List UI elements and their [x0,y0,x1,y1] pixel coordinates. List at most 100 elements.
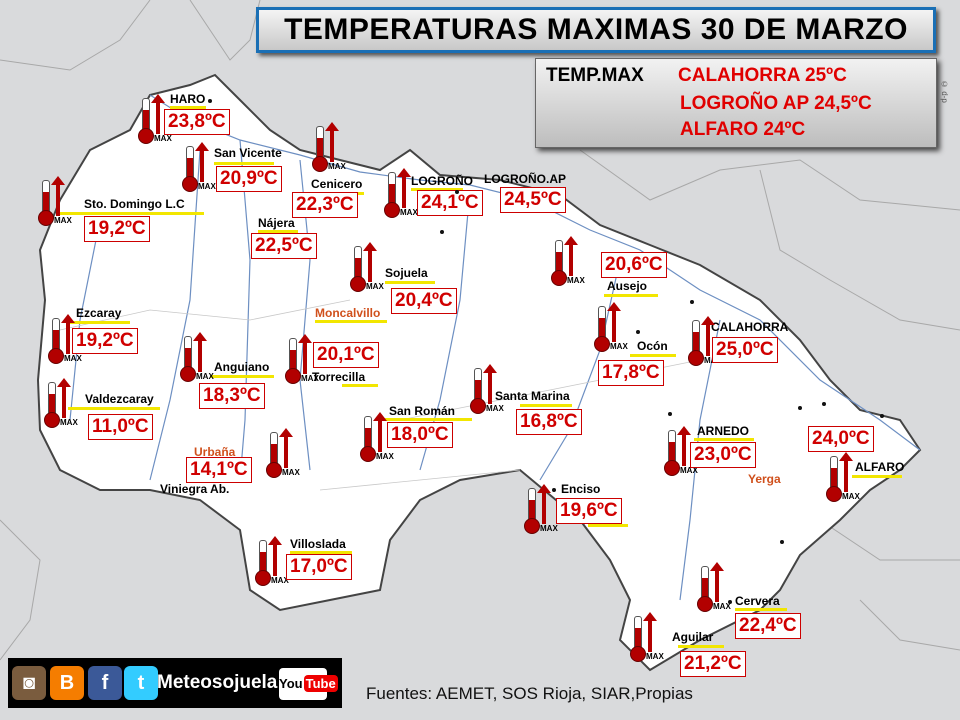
town-dot [690,300,694,304]
facebook-icon[interactable]: f [88,666,122,700]
thermometer-icon: MAX [38,176,78,226]
station-underline [170,106,206,109]
youtube-tube: Tube [303,675,338,692]
thermometer-icon: MAX [48,314,88,364]
station-underline [411,188,463,191]
temperature-value: 20,9ºC [216,166,282,192]
station-underline [290,551,352,554]
station-name: Aguilar [672,630,714,644]
station-underline [588,524,628,527]
station-name: San Vicente [214,146,282,160]
temperature-value: 24,1ºC [417,190,483,216]
station-name: Santa Marina [495,389,570,403]
town-dot [440,230,444,234]
station-name: Villoslada [290,537,346,551]
sources-text: Fuentes: AEMET, SOS Rioja, SIAR,Propias [366,684,693,703]
youtube-icon[interactable]: You Tube [279,668,338,700]
thermometer-icon: MAX [266,428,306,478]
station-underline [520,404,572,407]
station-underline [342,384,378,387]
station-name: Ocón [637,339,668,353]
station-name: Valdezcaray [85,392,154,406]
place-underline [315,320,387,323]
temperature-value: 20,1ºC [313,342,379,368]
copyright-text: © d-p [940,80,949,103]
thermometer-icon: MAX [360,412,400,462]
temperature-value: 20,6ºC [601,252,667,278]
station-name: Cenicero [311,177,363,191]
station-underline [70,321,130,324]
station-underline [630,354,676,357]
town-dot [822,402,826,406]
thermometer-icon: MAX [312,122,352,172]
thermometer-icon: MAX [630,612,670,662]
temperature-value: 16,8ºC [516,409,582,435]
station-underline [604,294,658,297]
station-underline [68,407,160,410]
station-underline [378,418,472,421]
station-name: Ezcaray [76,306,122,320]
station-underline [60,212,204,215]
station-name: HARO [170,92,206,106]
station-name: ARNEDO [697,424,750,438]
town-dot [455,190,459,194]
temperature-value: 19,2ºC [72,328,138,354]
town-dot [728,600,732,604]
temperature-value: 25,0ºC [712,337,778,363]
station-name: Sto. Domingo L.C [84,197,185,211]
station-underline [210,375,274,378]
station-name: Enciso [561,482,601,496]
temperature-value: 17,8ºC [598,360,664,386]
station-name: Ausejo [607,279,648,293]
thermometer-icon: MAX [664,426,704,476]
thermometer-icon: MAX [826,452,866,502]
station-name: Cervera [735,594,780,608]
thermometer-icon: MAX [551,236,591,286]
place-label: Viniegra Ab. [160,482,230,496]
temperature-value: 19,6ºC [556,498,622,524]
thermometer-icon: MAX [182,142,222,192]
twitter-icon[interactable]: t [124,666,158,700]
station-name: LOGROÑO.AP [484,172,567,186]
station-underline [735,608,787,611]
town-dot [208,99,212,103]
station-underline [385,281,435,284]
temperature-value: 18,0ºC [387,422,453,448]
thermometer-icon: MAX [138,94,178,144]
thermometer-icon: MAX [285,334,325,384]
station-name: ALFARO [855,460,905,474]
instagram-icon[interactable]: ◙ [12,666,46,700]
thermometer-icon: MAX [350,242,390,292]
station-underline [258,230,298,233]
thermometer-icon: MAX [594,302,634,352]
temperature-value: 14,1ºC [186,457,252,483]
page-title: TEMPERATURAS MAXIMAS 30 DE MARZO [256,7,936,53]
temperature-value: 19,2ºC [84,216,150,242]
thermometer-icon: MAX [180,332,220,382]
temperature-value: 23,8ºC [164,109,230,135]
town-dot [880,414,884,418]
summary-line-2: LOGROÑO AP 24,5ºC [680,93,872,114]
temperature-value: 21,2ºC [680,651,746,677]
station-name: Urbaña [194,445,236,459]
blogger-icon[interactable]: B [50,666,84,700]
place-label: Moncalvillo [315,306,381,320]
thermometer-icon: MAX [44,378,84,428]
station-underline [852,475,902,478]
summary-line-3: ALFARO 24ºC [680,119,806,140]
temperature-value: 11,0ºC [88,414,153,440]
thermometer-icon: MAX [697,562,737,612]
youtube-you: You [279,676,303,691]
town-dot [636,330,640,334]
temperature-value: 24,0ºC [808,426,874,452]
summary-box: TEMP.MAX CALAHORRA 25ºC LOGROÑO AP 24,5º… [535,58,937,148]
town-dot [798,406,802,410]
station-name: Anguiano [214,360,270,374]
station-name: Nájera [258,216,295,230]
temperature-value: 17,0ºC [286,554,352,580]
temperature-value: 22,3ºC [292,192,358,218]
temperature-value: 24,5ºC [500,187,566,213]
brand-name: Meteosojuela [157,672,278,693]
station-underline [214,162,274,165]
